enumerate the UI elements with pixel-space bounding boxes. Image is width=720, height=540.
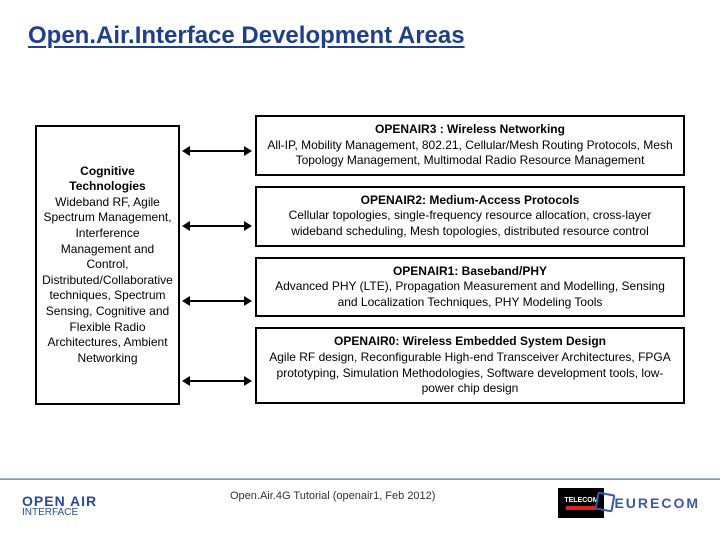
right-logos: TELECOM EURECOM <box>558 488 700 518</box>
telecom-logo-text: TELECOM <box>564 497 598 504</box>
openair0-box: OPENAIR0: Wireless Embedded System Desig… <box>255 327 685 403</box>
openair-logo: OPEN AIR INTERFACE <box>22 494 97 518</box>
openair-logo-line2: INTERFACE <box>22 508 97 518</box>
page-title: Open.Air.Interface Development Areas <box>28 22 465 50</box>
openair2-body: Cellular topologies, single-frequency re… <box>289 208 652 238</box>
openair0-body: Agile RF design, Reconfigurable High-end… <box>269 350 671 395</box>
eurecom-logo: EURECOM <box>614 495 700 511</box>
arrows-group <box>180 115 255 415</box>
footer-text: Open.Air.4G Tutorial (openair1, Feb 2012… <box>230 490 435 502</box>
openair2-box: OPENAIR2: Medium-Access Protocols Cellul… <box>255 186 685 247</box>
right-column: OPENAIR3 : Wireless Networking All-IP, M… <box>255 115 685 404</box>
openair3-box: OPENAIR3 : Wireless Networking All-IP, M… <box>255 115 685 176</box>
openair3-heading: OPENAIR3 : Wireless Networking <box>375 122 565 136</box>
openair0-heading: OPENAIR0: Wireless Embedded System Desig… <box>334 334 606 348</box>
telecom-logo-bar <box>566 506 596 510</box>
arrow-to-openair0 <box>188 380 246 382</box>
diagram-area: Cognitive Technologies Wideband RF, Agil… <box>35 115 685 445</box>
arrow-to-openair1 <box>188 300 246 302</box>
openair1-heading: OPENAIR1: Baseband/PHY <box>393 264 547 278</box>
openair1-box: OPENAIR1: Baseband/PHY Advanced PHY (LTE… <box>255 257 685 318</box>
openair-logo-line1: OPEN AIR <box>22 494 97 508</box>
left-box-heading: Cognitive Technologies <box>41 164 174 195</box>
openair1-body: Advanced PHY (LTE), Propagation Measurem… <box>275 279 665 309</box>
arrow-to-openair2 <box>188 225 246 227</box>
arrow-to-openair3 <box>188 150 246 152</box>
openair2-heading: OPENAIR2: Medium-Access Protocols <box>361 193 580 207</box>
left-box-body: Wideband RF, Agile Spectrum Management, … <box>41 195 174 367</box>
openair3-body: All-IP, Mobility Management, 802.21, Cel… <box>267 138 672 168</box>
footer-divider <box>0 478 720 480</box>
cognitive-technologies-box: Cognitive Technologies Wideband RF, Agil… <box>35 125 180 405</box>
